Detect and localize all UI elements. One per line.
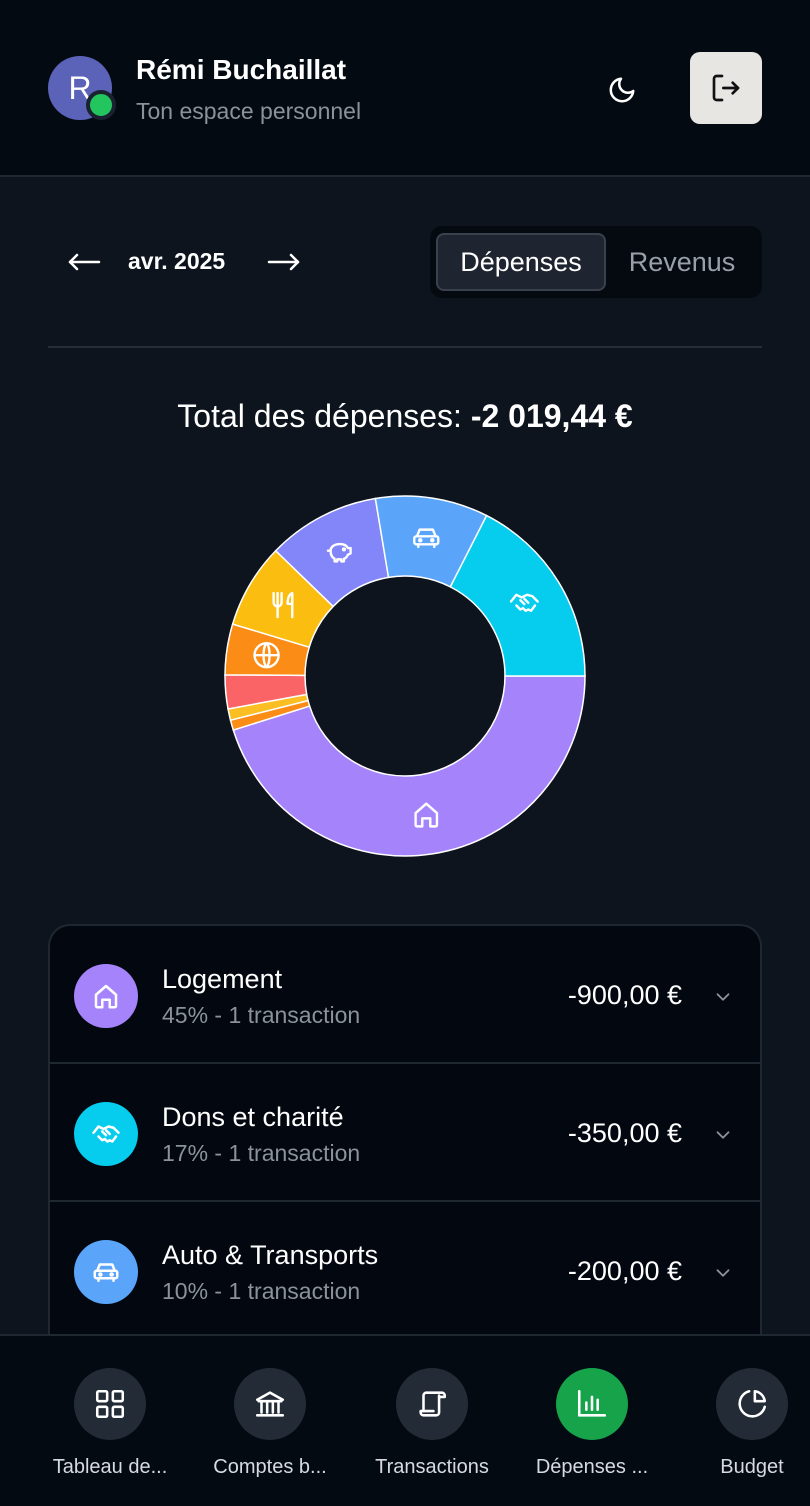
category-icon: [74, 1102, 138, 1166]
nav-item-dashboard[interactable]: Tableau de...: [30, 1368, 190, 1488]
next-month-button[interactable]: [264, 244, 304, 280]
nav-icon-button[interactable]: [234, 1368, 306, 1440]
tab-expenses[interactable]: Dépenses: [436, 233, 606, 291]
bar-chart-icon: [577, 1389, 607, 1417]
nav-label: Tableau de...: [52, 1456, 168, 1478]
total-expenses: Total des dépenses: -2 019,44 €: [0, 398, 810, 435]
dashboard-icon: [95, 1389, 125, 1419]
pie-chart-icon: [738, 1389, 767, 1418]
user-name: Rémi Buchaillat: [136, 54, 347, 85]
category-amount: -900,00 €: [567, 980, 682, 1010]
handshake-icon: [92, 1125, 120, 1143]
utensils-icon: [272, 591, 294, 619]
nav-label: Transactions: [375, 1456, 489, 1478]
home-icon: [94, 984, 118, 1009]
category-amount: -200,00 €: [567, 1256, 682, 1286]
nav-label: Comptes b...: [213, 1456, 327, 1478]
avatar[interactable]: R: [48, 56, 116, 120]
expenses-donut-chart: [224, 495, 586, 857]
category-amount: -350,00 €: [567, 1118, 682, 1148]
logout-button[interactable]: [690, 52, 762, 124]
category-name: Dons et charité: [162, 1102, 344, 1132]
divider: [48, 346, 762, 348]
app-header: R Rémi Buchaillat Ton espace personnel: [0, 0, 810, 177]
home-icon: [414, 802, 439, 828]
piggy-bank-icon: [326, 542, 352, 563]
nav-item-scroll[interactable]: Transactions: [352, 1368, 512, 1488]
bank-icon: [255, 1391, 285, 1417]
tab-income[interactable]: Revenus: [628, 246, 736, 277]
chevron-down-icon: [716, 993, 730, 1001]
arrow-left-icon: [68, 253, 101, 271]
category-summary: 10% - 1 transaction: [162, 1278, 361, 1304]
car-icon: [93, 1263, 119, 1282]
globe-icon: [253, 641, 280, 669]
donut-slice-logement[interactable]: [232, 675, 586, 857]
expand-button[interactable]: [712, 1262, 734, 1284]
nav-label: Budget: [720, 1456, 784, 1478]
nav-icon-button[interactable]: [396, 1368, 468, 1440]
nav-item-bank[interactable]: Comptes b...: [190, 1368, 350, 1488]
category-row[interactable]: Logement 45% - 1 transaction -900,00 €: [50, 926, 760, 1064]
nav-icon-button[interactable]: [716, 1368, 788, 1440]
online-status-dot: [86, 90, 116, 120]
theme-toggle-button[interactable]: [598, 66, 646, 114]
expense-income-toggle: Dépenses Revenus: [430, 226, 762, 298]
nav-icon-button[interactable]: [74, 1368, 146, 1440]
category-row[interactable]: Auto & Transports 10% - 1 transaction -200…: [50, 1202, 760, 1340]
chevron-down-icon: [716, 1269, 730, 1277]
category-name: Logement: [162, 964, 283, 994]
logout-icon: [712, 74, 740, 102]
category-row[interactable]: Dons et charité 17% - 1 transaction -350,0…: [50, 1064, 760, 1202]
handshake-icon: [509, 593, 539, 613]
nav-item-pie-chart[interactable]: Budget: [672, 1368, 810, 1488]
expand-button[interactable]: [712, 986, 734, 1008]
category-icon: [74, 964, 138, 1028]
car-icon: [413, 528, 440, 549]
arrow-right-icon: [267, 253, 300, 271]
chevron-down-icon: [716, 1131, 730, 1139]
nav-label: Dépenses ...: [535, 1456, 649, 1478]
total-value: -2 019,44 €: [470, 398, 633, 434]
nav-item-bar-chart[interactable]: Dépenses ...: [512, 1368, 672, 1488]
current-month-label: avr. 2025: [128, 248, 226, 274]
nav-icon-button[interactable]: [556, 1368, 628, 1440]
avatar-initial: R: [68, 70, 92, 106]
moon-icon: [609, 77, 635, 103]
bottom-navigation: Tableau de... Comptes b... Transactions Dép…: [0, 1334, 810, 1506]
user-subtitle: Ton espace personnel: [136, 98, 362, 124]
category-icon: [74, 1240, 138, 1304]
category-list: Logement 45% - 1 transaction -900,00 € Dons…: [48, 924, 762, 1354]
category-name: Auto & Transports: [162, 1240, 379, 1270]
previous-month-button[interactable]: [64, 244, 104, 280]
category-summary: 45% - 1 transaction: [162, 1002, 361, 1028]
expand-button[interactable]: [712, 1124, 734, 1146]
scroll-icon: [419, 1391, 447, 1417]
category-summary: 17% - 1 transaction: [162, 1140, 361, 1166]
total-label: Total des dépenses:: [177, 398, 471, 434]
